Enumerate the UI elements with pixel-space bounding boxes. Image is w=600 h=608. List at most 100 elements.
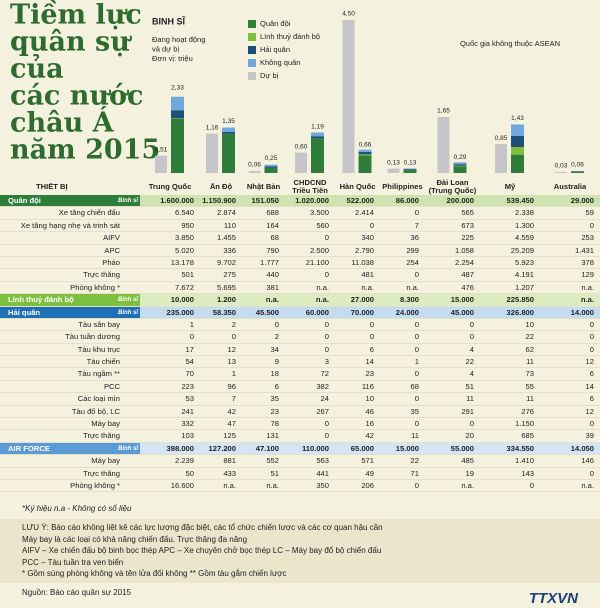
table-cell: 332: [181, 419, 194, 429]
table-cell: 0: [324, 319, 329, 329]
table-cell: 1.455: [216, 233, 236, 243]
table-cell: 381: [266, 282, 279, 292]
table-cell: 4.559: [514, 233, 534, 243]
table-cell: 539.450: [506, 196, 534, 205]
table-cell: 206: [361, 480, 374, 490]
table-cell: 14.000: [570, 307, 594, 317]
table-cell: 6: [369, 344, 374, 354]
table-cell: 790: [266, 245, 279, 255]
table-cell: 1.431: [574, 245, 594, 255]
segment: [171, 118, 184, 173]
row-label: AIFV: [103, 233, 120, 243]
table-cell: 0: [324, 233, 329, 243]
table-cell: 382: [316, 381, 329, 391]
table-cell: 881: [223, 456, 236, 466]
table-cell: 11: [526, 394, 534, 404]
segment: [511, 154, 524, 173]
segment: [311, 138, 324, 173]
row-label: Phòng không *: [70, 480, 120, 490]
table-cell: 51: [270, 468, 279, 478]
row-label: Phòng không *: [70, 282, 120, 292]
table-cell: 151.050: [251, 196, 279, 205]
table-cell: 5.695: [216, 282, 236, 292]
table-cell: 0: [414, 332, 419, 342]
total-label: 0,29: [454, 154, 467, 161]
table-row: Quân đội Binh sĩ 1.600.000 1.150.900 151.050…: [0, 195, 600, 208]
legend-label: Lính thuỷ đánh bộ: [260, 32, 320, 41]
table-cell: 143: [521, 468, 534, 478]
table-cell: n.a.: [265, 295, 279, 305]
table-cell: 47: [227, 419, 236, 429]
table-cell: 73: [525, 369, 534, 379]
table-cell: 5.923: [514, 257, 534, 267]
subtitle: Đơn vị: triệu: [152, 54, 193, 63]
segment: [222, 131, 235, 134]
table-cell: 86.000: [395, 196, 419, 205]
table-cell: 0: [369, 319, 374, 329]
row-label: Tàu chiến: [86, 357, 120, 367]
table-cell: 440: [266, 270, 279, 280]
table-cell: 29.000: [570, 196, 594, 205]
segment: [571, 172, 584, 173]
segment: [171, 110, 184, 119]
table-cell: 125: [223, 431, 236, 441]
table-cell: 378: [581, 257, 594, 267]
column-header: Philippines: [382, 182, 423, 191]
segment: [403, 170, 417, 173]
notes: *Ký hiệu n.a - Không có số liệu LƯU Ý: B…: [0, 496, 600, 607]
table-cell: 65.000: [350, 443, 374, 453]
table-cell: 16: [365, 419, 374, 429]
heading: BINH SĨ: [152, 16, 186, 26]
table-cell: 1.207: [514, 282, 534, 292]
table-cell: 253: [581, 233, 594, 243]
table-cell: 2.239: [174, 456, 194, 466]
table-cell: 62: [525, 344, 534, 354]
table-cell: n.a.: [581, 282, 594, 292]
table-row: Phòng không * 16.600 n.a. n.a. 350 206 0 n.a. 0 n…: [0, 480, 600, 493]
table-cell: 0: [529, 480, 534, 490]
table-cell: 70: [185, 369, 194, 379]
table-cell: 15.000: [450, 295, 474, 305]
row-tag: Binh sĩ: [117, 309, 138, 316]
table-cell: 116: [361, 381, 374, 391]
table-cell: 12: [227, 344, 236, 354]
table-cell: 0: [589, 220, 594, 230]
table-cell: 55: [525, 381, 534, 391]
total-label: 0,06: [571, 162, 584, 169]
table-cell: 334.550: [506, 443, 534, 453]
table-cell: 565: [461, 208, 474, 218]
segment: [358, 149, 372, 152]
table-cell: 21.100: [305, 257, 329, 267]
row-label: Tàu ngầm **: [77, 369, 120, 379]
table-cell: 276: [521, 406, 534, 416]
column-header: Hàn Quốc: [339, 182, 376, 191]
segment: [358, 155, 372, 173]
title-line: châu Á: [10, 106, 115, 139]
table-cell: 10: [365, 394, 374, 404]
table-cell: 4.191: [514, 270, 534, 280]
table-cell: 0: [414, 480, 419, 490]
legend-swatch: [248, 72, 256, 80]
table-cell: 1.150.900: [202, 196, 236, 205]
table-cell: 0: [369, 220, 374, 230]
segment: [511, 146, 524, 155]
reserve-label: 0,06: [248, 162, 261, 169]
table-row: Trực thăng 103 125 131 0 42 11 20 685 39: [0, 430, 600, 443]
segment: [264, 164, 278, 167]
table-row: Trực thăng 50 433 51 441 49 71 19 143 0: [0, 468, 600, 480]
table-cell: 0: [189, 332, 194, 342]
table-cell: 0: [324, 332, 329, 342]
table-cell: 241: [181, 406, 194, 416]
table-cell: 23: [365, 369, 374, 379]
segment: [222, 127, 235, 132]
table-cell: 235.000: [166, 307, 194, 317]
table-cell: 15.000: [395, 443, 419, 453]
table-cell: 11.038: [351, 257, 374, 267]
table-cell: 8.300: [399, 295, 419, 305]
note-line: LƯU Ý: Báo cáo không liệt kê các lực lượ…: [22, 523, 383, 532]
column-header: Nhật Bản: [246, 182, 281, 191]
table-cell: 22: [465, 357, 474, 367]
table-row: Tàu đổ bộ, LC 241 42 23 267 46 35 291 276 12: [0, 406, 600, 419]
table-cell: 96: [227, 381, 236, 391]
